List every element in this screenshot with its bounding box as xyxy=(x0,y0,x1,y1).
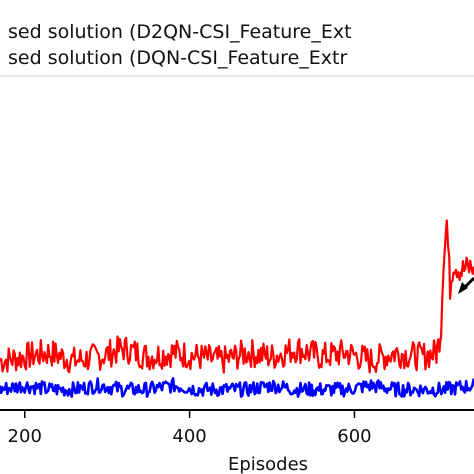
legend-entry-dqn: sed solution (DQN-CSI_Feature_Extr xyxy=(8,47,347,69)
x-tick-label: 400 xyxy=(172,426,206,447)
axes-frame xyxy=(0,0,474,411)
legend-entry-d2qn: sed solution (D2QN-CSI_Feature_Ext xyxy=(8,21,352,43)
series-line-1 xyxy=(0,377,474,398)
legend: sed solution (D2QN-CSI_Feature_Ext sed s… xyxy=(0,0,474,77)
x-axis-title: Episodes xyxy=(228,454,308,474)
x-tick-label: 600 xyxy=(337,426,371,447)
plot-lines xyxy=(0,219,474,398)
x-axis-ticks: 200 400 600 xyxy=(8,410,372,447)
series-line-0 xyxy=(0,219,474,374)
arrow-annotation xyxy=(458,276,474,294)
x-tick-label: 200 xyxy=(8,426,42,447)
